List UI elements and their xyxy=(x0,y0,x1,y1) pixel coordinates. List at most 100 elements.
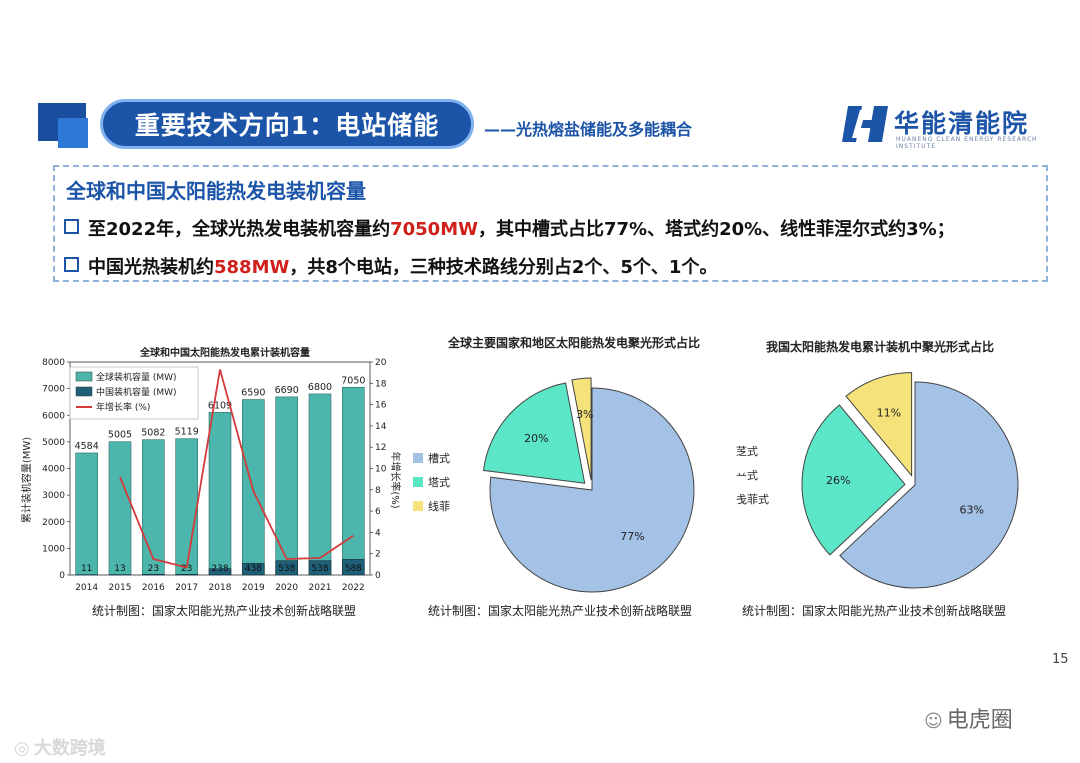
bar-china-label: 11 xyxy=(81,564,92,574)
y-tick-label: 7000 xyxy=(42,385,65,395)
y-tick-label: 2000 xyxy=(42,518,65,528)
pie-slice-label: 77% xyxy=(620,530,644,543)
y2-axis-label: 年增长率(%) xyxy=(389,451,402,508)
huaneng-logo-icon xyxy=(842,106,888,142)
legend-global: 全球装机容量 (MW) xyxy=(96,371,177,383)
bar-global xyxy=(75,452,98,576)
bar-chart-legend: 全球装机容量 (MW) 中国装机容量 (MW) 年增长率 (%) xyxy=(69,366,199,420)
x-tick-label: 2015 xyxy=(109,583,132,593)
bar-global xyxy=(108,441,132,576)
legend-china: 中国装机容量 (MW) xyxy=(96,386,177,398)
bar-china-label: 438 xyxy=(245,564,262,574)
bar-chart-title: 全球和中国太阳能热发电累计装机容量 xyxy=(139,346,310,359)
info-box xyxy=(53,165,1048,282)
y2-tick-label: 4 xyxy=(375,528,381,538)
pie1-title: 全球主要国家和地区太阳能热发电聚光形式占比 xyxy=(448,336,701,350)
bar-global xyxy=(142,439,165,576)
y2-tick-label: 10 xyxy=(375,465,387,475)
y-tick-label: 4000 xyxy=(42,465,65,475)
legend-swatch-china xyxy=(75,386,93,397)
y-tick-label: 6000 xyxy=(42,411,65,421)
bar-china-label: 538 xyxy=(311,564,328,574)
pie-slice xyxy=(489,387,695,593)
wechat-icon: ☺ xyxy=(924,711,943,732)
bar-global-label: 5005 xyxy=(108,430,132,441)
watermark-right-text: 电虎圈 xyxy=(946,708,1013,733)
bar-global-label: 4584 xyxy=(75,441,99,452)
bar-plot-area: 0 1000 2000 3000 4000 5000 6000 7000 8000 0 2 4 6 8 10… xyxy=(42,358,387,593)
y-tick-label: 5000 xyxy=(42,438,65,448)
pie-slice xyxy=(482,382,586,484)
y2-tick-label: 8 xyxy=(375,486,381,496)
bullet-global: 至2022年，全球光热发电装机容量约7050MW，其中槽式占比77%、塔式约20… xyxy=(64,215,955,241)
pie1-slices: 77% 20% 3% xyxy=(482,377,695,593)
pie-legend-swatch xyxy=(413,453,423,463)
bullet-china: 中国光热装机约588MW，共8个电站，三种技术路线分别占2个、5个、1个。 xyxy=(64,253,717,279)
pie1-source: 统计制图：国家太阳能光热产业技术创新战略联盟 xyxy=(428,604,693,618)
bar-global-label: 6800 xyxy=(308,382,332,393)
watermark-left: ◎ 大数跨境 xyxy=(14,734,106,760)
bar-global-label: 5082 xyxy=(141,428,165,439)
pie-slice xyxy=(571,377,592,481)
header-decor-square-light xyxy=(58,118,88,148)
bar-china-label: 23 xyxy=(181,564,192,574)
pie-legend-label: 戋菲式 xyxy=(736,493,769,506)
y2-tick-label: 16 xyxy=(375,401,387,411)
pie2-title: 我国太阳能热发电累计装机中聚光形式占比 xyxy=(766,340,995,354)
pie-slice-label: 20% xyxy=(524,432,548,445)
page-title: 重要技术方向1：电站储能 xyxy=(100,99,474,149)
bar-china-label: 538 xyxy=(278,564,295,574)
bar-global xyxy=(242,399,265,576)
bullet-text: 至2022年，全球光热发电装机容量约 xyxy=(88,219,391,240)
logo-name: 华能清能院 xyxy=(894,109,1030,138)
pie-legend-label: 䒦式 xyxy=(736,444,758,458)
y2-tick-label: 18 xyxy=(375,379,387,389)
y2-tick-label: 14 xyxy=(375,422,387,432)
x-tick-label: 2017 xyxy=(175,583,198,593)
logo-english: HUANENG CLEAN ENERGY RESEARCH INSTITUTE xyxy=(896,136,1038,150)
x-tick-label: 2014 xyxy=(75,583,98,593)
pie-legend-label: 槽式 xyxy=(428,452,450,465)
pie-slice xyxy=(839,381,1019,589)
x-tick-label: 2016 xyxy=(142,583,165,593)
y-tick-label: 3000 xyxy=(42,491,65,501)
checkbox-square-icon xyxy=(64,257,79,272)
page-title-text: 重要技术方向1：电站储能 xyxy=(134,111,440,140)
info-box-title: 全球和中国太阳能热发电装机容量 xyxy=(66,179,366,203)
x-tick-label: 2021 xyxy=(309,583,332,593)
bar-global-label: 6690 xyxy=(275,385,299,396)
y2-tick-label: 20 xyxy=(375,358,387,368)
pie-slice-label: 11% xyxy=(877,407,901,420)
pie-legend-label: 䒑式 xyxy=(736,469,758,482)
legend-growth: 年增长率 (%) xyxy=(96,401,150,413)
bar-global-label: 6590 xyxy=(241,388,265,399)
y2-tick-label: 2 xyxy=(375,550,381,560)
y2-tick-label: 0 xyxy=(375,571,381,581)
y-axis-label: 累计装机容量(MW) xyxy=(20,437,33,523)
bar-chart-source: 统计制图：国家太阳能光热产业技术创新战略联盟 xyxy=(92,604,357,618)
bar-china xyxy=(342,559,365,576)
pie-slice-label: 26% xyxy=(826,474,850,487)
pie-legend-label: 塔式 xyxy=(428,476,450,489)
checkbox-square-icon xyxy=(64,219,79,234)
bar-china xyxy=(308,560,332,576)
bar-china xyxy=(142,574,165,576)
bar-global xyxy=(175,438,198,576)
bar-china-label: 238 xyxy=(211,564,228,574)
y2-tick-label: 6 xyxy=(375,507,381,517)
x-tick-label: 2018 xyxy=(209,583,232,593)
pie-legend-swatch xyxy=(413,501,423,511)
brand-mark-icon: ◎ xyxy=(14,738,30,759)
bar-global-label: 7050 xyxy=(341,375,365,386)
bar-china xyxy=(275,560,298,576)
y2-tick-label: 12 xyxy=(375,443,386,453)
pie-slice-label: 3% xyxy=(576,408,593,421)
pie-slice-label: 63% xyxy=(959,504,983,517)
legend-swatch-global xyxy=(75,371,93,382)
bullet-highlight: 7050MW xyxy=(390,219,478,240)
bar-china xyxy=(242,563,265,576)
pie-legend-swatch xyxy=(413,477,423,487)
